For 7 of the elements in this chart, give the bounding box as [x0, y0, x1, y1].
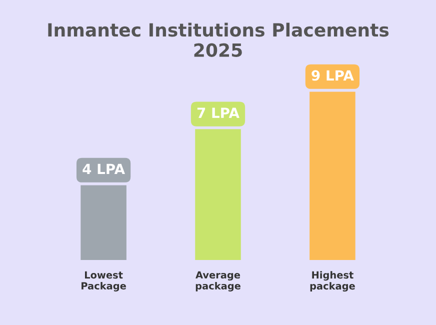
data-label: 9 LPA: [312, 70, 354, 81]
x-tick-label: Average package: [196, 271, 240, 292]
x-tick-label: Lowest Package: [82, 271, 126, 292]
data-label: 4 LPA: [82, 164, 125, 174]
chart-title: Inmantec Institutions Placements 2025: [48, 22, 389, 57]
data-label: 7 LPA: [197, 108, 240, 118]
x-tick-label: Highest package: [310, 271, 355, 292]
